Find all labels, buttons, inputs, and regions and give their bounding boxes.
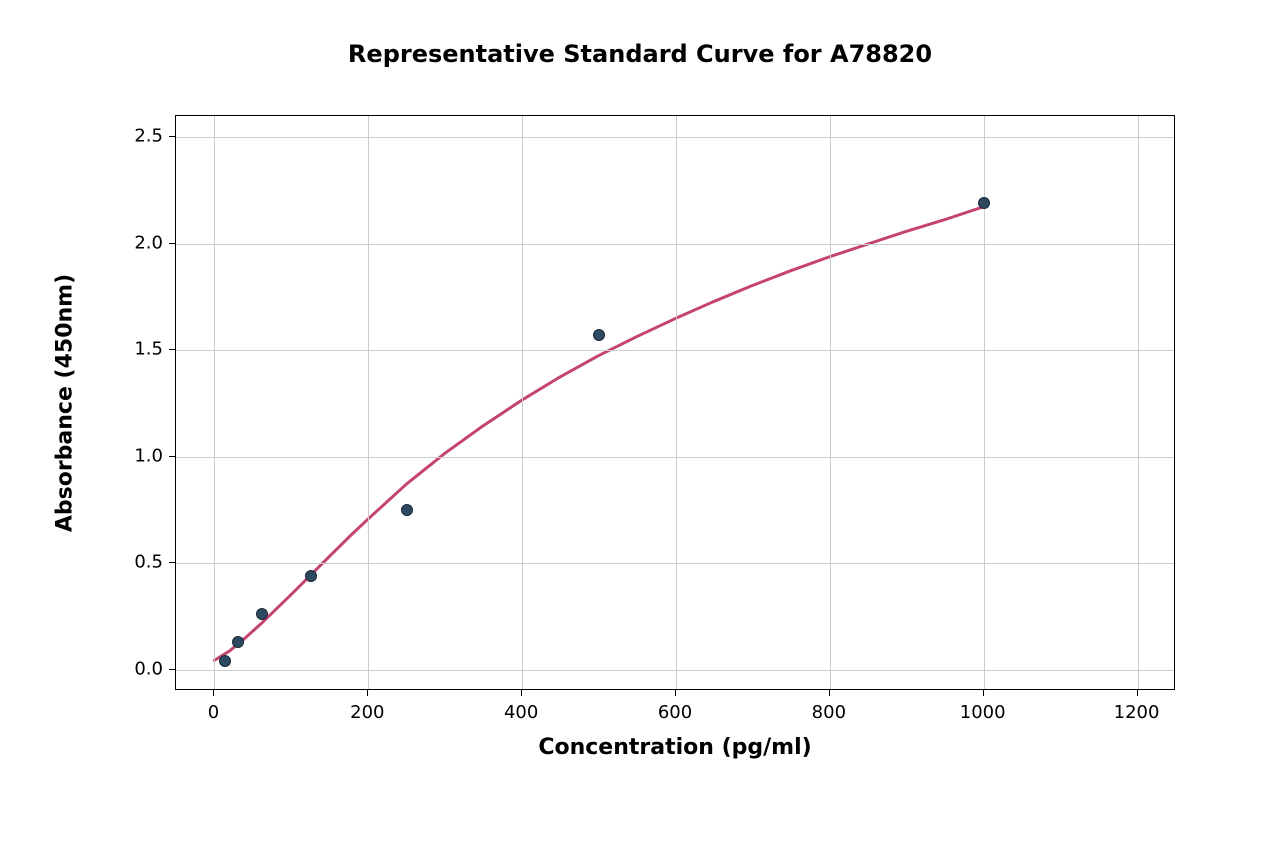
y-tick-label: 2.0 bbox=[134, 232, 163, 253]
y-tick-label: 1.5 bbox=[134, 339, 163, 360]
x-tick bbox=[983, 690, 984, 696]
x-tick-label: 800 bbox=[812, 702, 846, 723]
y-tick bbox=[169, 243, 175, 244]
plot-area bbox=[175, 115, 1175, 690]
data-point bbox=[305, 570, 317, 582]
grid-line-horizontal bbox=[176, 457, 1174, 458]
x-tick-label: 600 bbox=[658, 702, 692, 723]
x-axis-label: Concentration (pg/ml) bbox=[538, 735, 811, 760]
grid-line-horizontal bbox=[176, 350, 1174, 351]
grid-line-vertical bbox=[214, 116, 215, 689]
grid-line-vertical bbox=[830, 116, 831, 689]
x-tick bbox=[1137, 690, 1138, 696]
x-tick bbox=[367, 690, 368, 696]
x-tick-label: 1000 bbox=[960, 702, 1006, 723]
y-tick bbox=[169, 136, 175, 137]
grid-line-horizontal bbox=[176, 563, 1174, 564]
y-tick bbox=[169, 669, 175, 670]
grid-line-vertical bbox=[368, 116, 369, 689]
data-point bbox=[232, 636, 244, 648]
grid-line-horizontal bbox=[176, 137, 1174, 138]
data-point bbox=[219, 655, 231, 667]
chart-title: Representative Standard Curve for A78820 bbox=[348, 40, 932, 68]
y-axis-label: Absorbance (450nm) bbox=[53, 273, 78, 531]
fitted-curve bbox=[176, 116, 1174, 689]
data-point bbox=[256, 608, 268, 620]
y-tick bbox=[169, 456, 175, 457]
y-tick bbox=[169, 349, 175, 350]
data-point bbox=[401, 504, 413, 516]
y-tick-label: 0.5 bbox=[134, 552, 163, 573]
x-tick bbox=[829, 690, 830, 696]
y-tick bbox=[169, 562, 175, 563]
data-point bbox=[978, 197, 990, 209]
x-tick bbox=[675, 690, 676, 696]
grid-line-vertical bbox=[676, 116, 677, 689]
x-tick bbox=[521, 690, 522, 696]
y-tick-label: 2.5 bbox=[134, 126, 163, 147]
grid-line-horizontal bbox=[176, 244, 1174, 245]
y-tick-label: 1.0 bbox=[134, 445, 163, 466]
y-tick-label: 0.0 bbox=[134, 658, 163, 679]
x-tick bbox=[213, 690, 214, 696]
chart-container: Representative Standard Curve for A78820… bbox=[0, 0, 1280, 845]
x-tick-label: 200 bbox=[350, 702, 384, 723]
x-tick-label: 1200 bbox=[1114, 702, 1160, 723]
x-tick-label: 0 bbox=[208, 702, 219, 723]
grid-line-horizontal bbox=[176, 670, 1174, 671]
x-tick-label: 400 bbox=[504, 702, 538, 723]
grid-line-vertical bbox=[522, 116, 523, 689]
data-point bbox=[593, 329, 605, 341]
grid-line-vertical bbox=[1138, 116, 1139, 689]
